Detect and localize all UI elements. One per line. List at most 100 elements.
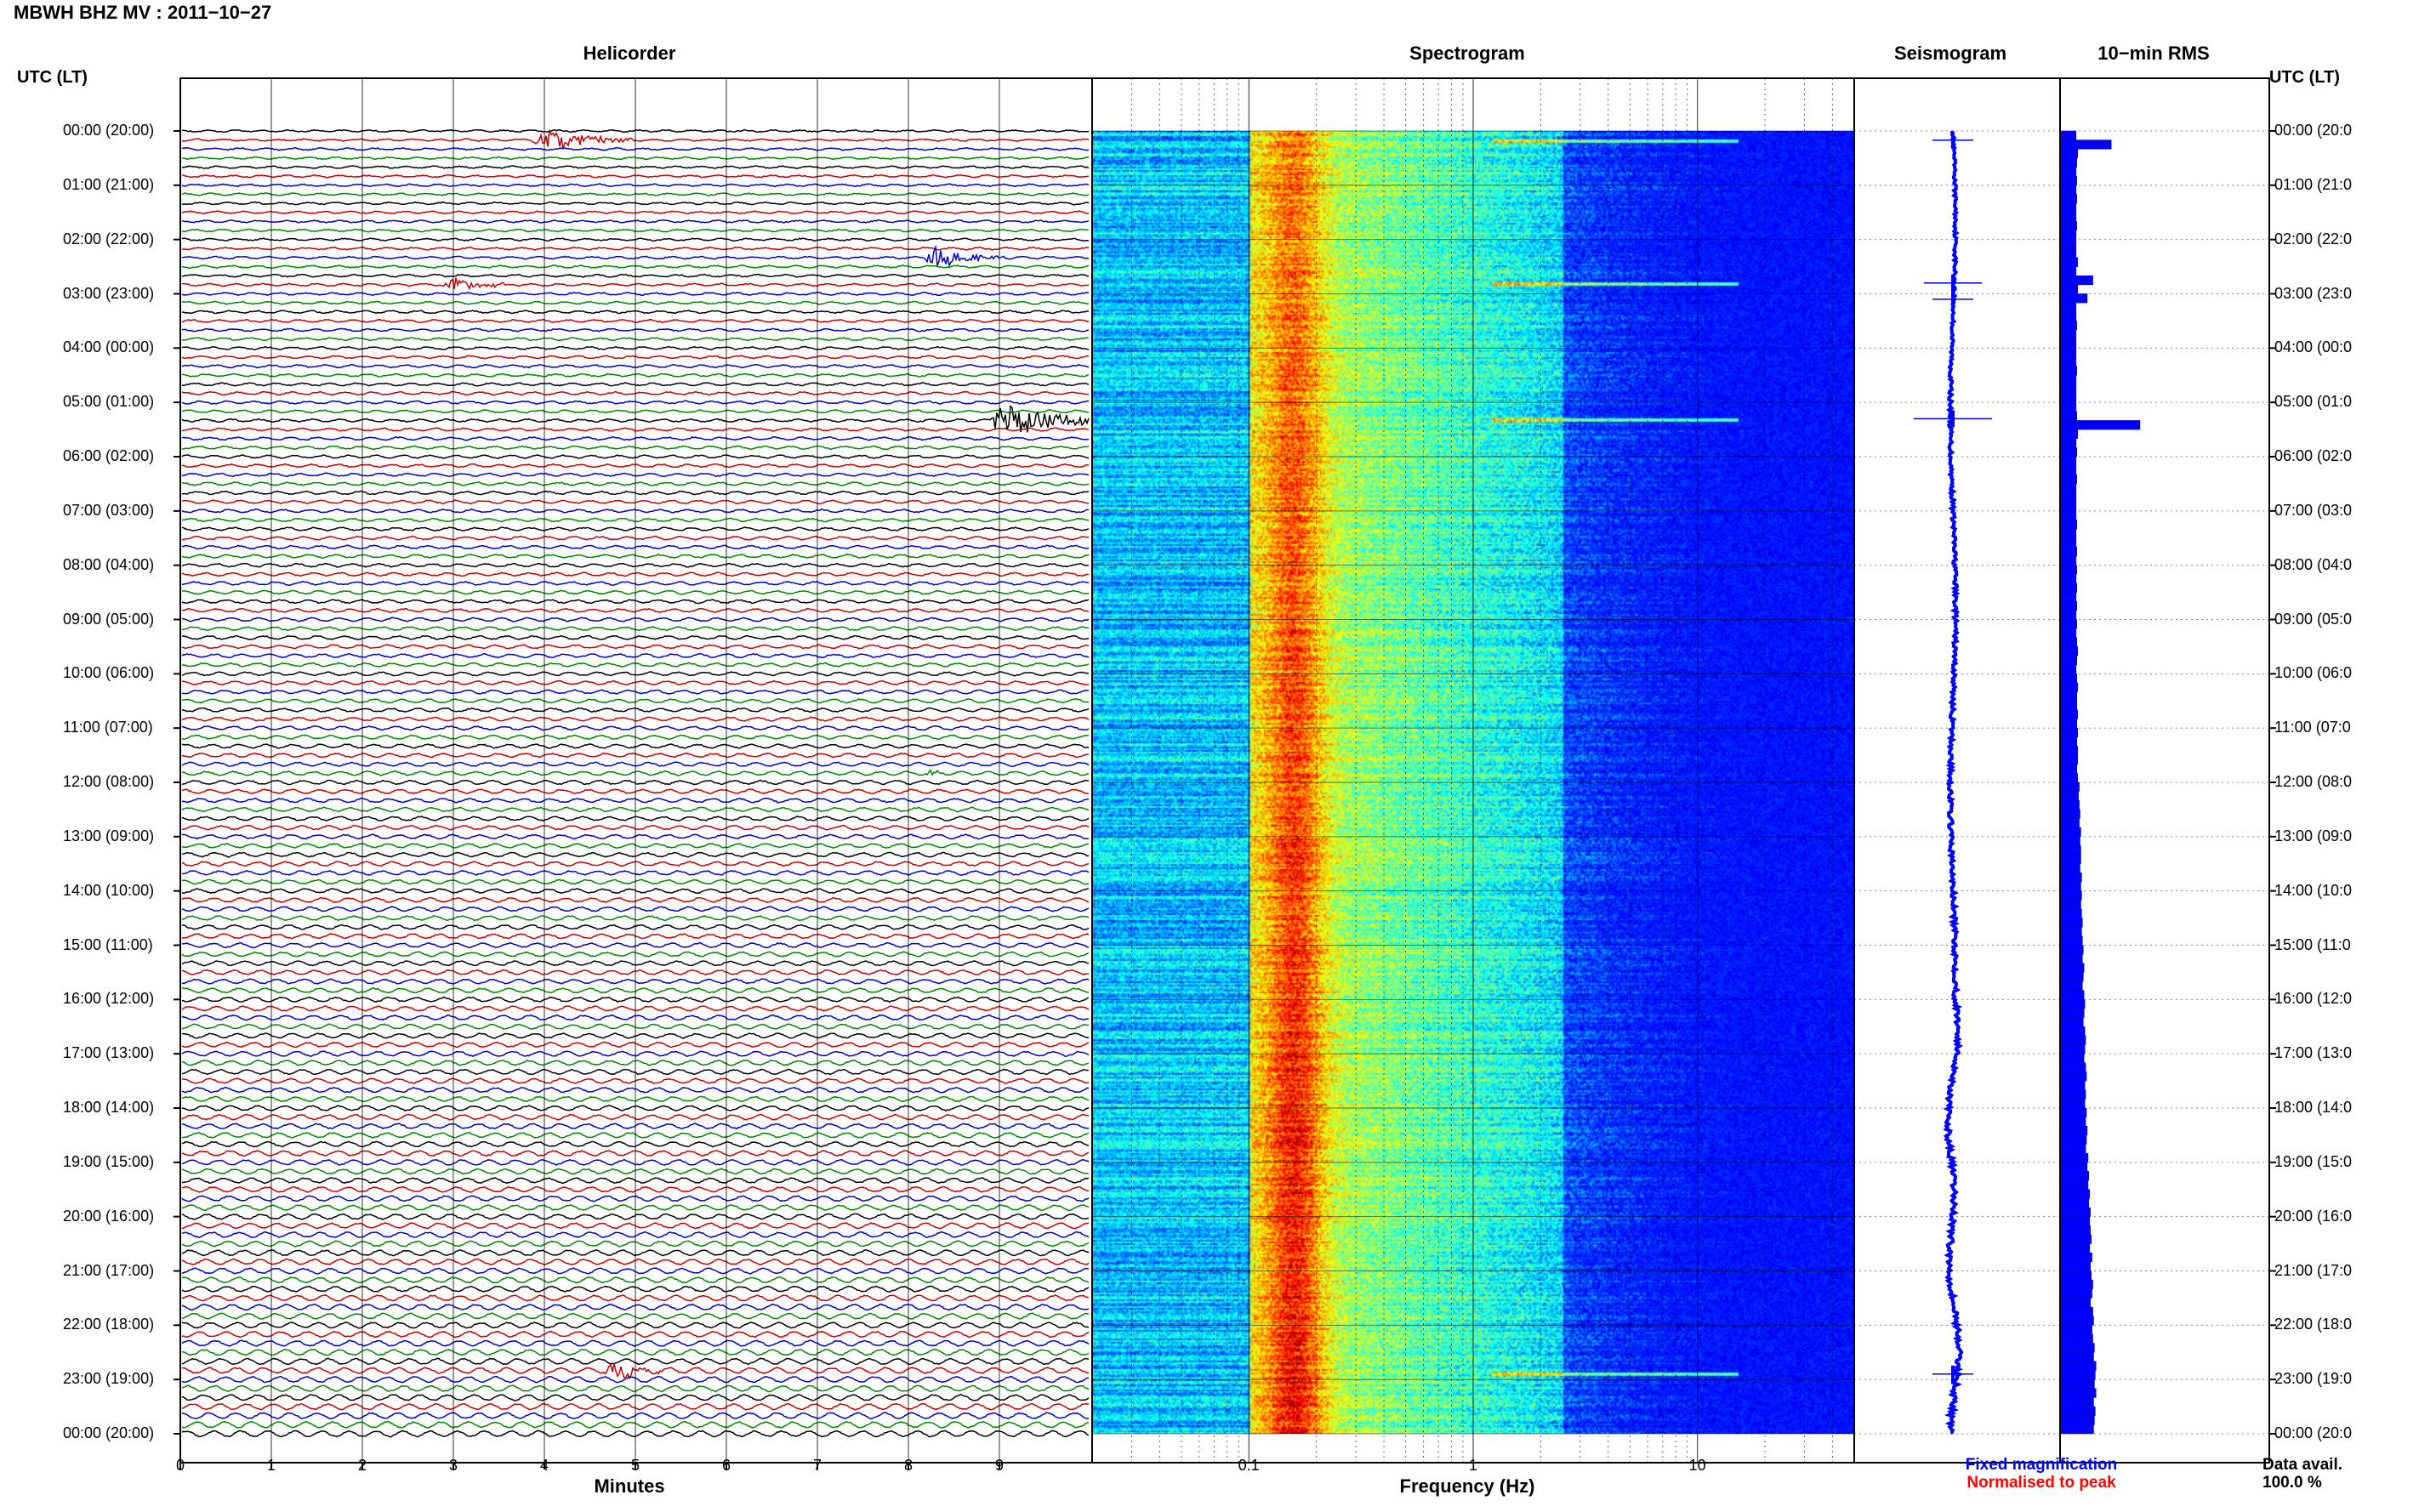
rms-bar bbox=[2059, 1243, 2091, 1253]
rms-bar bbox=[2059, 375, 2077, 385]
rms-bar bbox=[2059, 257, 2078, 267]
rms-title: 10−min RMS bbox=[2097, 43, 2210, 64]
rms-bar bbox=[2059, 311, 2077, 321]
time-label-right: 00:00 (20:0 bbox=[2274, 122, 2353, 139]
rms-bar bbox=[2059, 401, 2077, 412]
time-label-right: 17:00 (13:0 bbox=[2274, 1044, 2353, 1062]
rms-bar bbox=[2059, 1333, 2093, 1344]
rms-bar bbox=[2059, 1270, 2092, 1281]
time-label-right: 11:00 (07:0 bbox=[2274, 719, 2351, 736]
rms-bar bbox=[2059, 682, 2078, 692]
rms-bar bbox=[2059, 918, 2083, 928]
rms-bar bbox=[2059, 818, 2080, 828]
rms-bar bbox=[2059, 1306, 2093, 1316]
rms-bar bbox=[2059, 366, 2077, 376]
seismogram-trace bbox=[1943, 130, 1964, 1435]
utc-label-left: UTC (LT) bbox=[17, 68, 88, 87]
rms-bar bbox=[2059, 1071, 2087, 1082]
time-label-left: 05:00 (01:00) bbox=[63, 393, 155, 411]
time-label-right: 09:00 (05:0 bbox=[2274, 610, 2353, 628]
rms-bar bbox=[2059, 709, 2078, 719]
rms-bar bbox=[2059, 809, 2080, 819]
rms-bar bbox=[2059, 1325, 2092, 1335]
time-label-left: 19:00 (15:00) bbox=[63, 1152, 155, 1170]
time-label-right: 04:00 (00:0 bbox=[2274, 338, 2353, 356]
helicorder-title: Helicorder bbox=[583, 43, 676, 64]
time-label-left: 22:00 (18:00) bbox=[63, 1316, 155, 1333]
rms-bar bbox=[2059, 1026, 2086, 1037]
rms-bar bbox=[2059, 746, 2078, 756]
frequency-tick-label: 0.1 bbox=[1238, 1457, 1260, 1474]
time-label-right: 10:00 (06:0 bbox=[2274, 664, 2353, 682]
rms-bar bbox=[2059, 302, 2077, 313]
seismogram-title: Seismogram bbox=[1893, 43, 2007, 64]
rms-bar bbox=[2059, 1044, 2086, 1054]
rms-bar bbox=[2059, 130, 2077, 140]
rms-bar bbox=[2059, 1415, 2095, 1425]
time-label-left: 02:00 (22:00) bbox=[63, 230, 155, 247]
rms-bar bbox=[2059, 1107, 2087, 1117]
rms-bar bbox=[2059, 139, 2112, 150]
rms-bar bbox=[2059, 185, 2077, 195]
time-label-left: 13:00 (09:00) bbox=[63, 827, 155, 844]
spectrogram-xlabel: Frequency (Hz) bbox=[1399, 1475, 1535, 1497]
rms-bar bbox=[2059, 963, 2085, 973]
rms-bar bbox=[2059, 782, 2080, 792]
rms-bar bbox=[2059, 1261, 2091, 1271]
rms-bar bbox=[2059, 266, 2077, 276]
frequency-tick-label: 1 bbox=[1468, 1457, 1478, 1474]
frequency-tick-label: 10 bbox=[1688, 1457, 1706, 1474]
helicorder-xlabel: Minutes bbox=[594, 1475, 665, 1497]
rms-bar bbox=[2059, 555, 2077, 566]
rms-bar bbox=[2059, 754, 2078, 765]
time-label-right: 15:00 (11:0 bbox=[2274, 935, 2351, 953]
rms-bar bbox=[2059, 547, 2077, 557]
time-label-left: 07:00 (03:00) bbox=[63, 501, 155, 519]
minute-tick-label: 5 bbox=[630, 1457, 640, 1474]
time-label-left: 16:00 (12:00) bbox=[63, 990, 155, 1008]
rms-bar bbox=[2059, 321, 2077, 331]
rms-bar bbox=[2059, 1152, 2089, 1163]
rms-bar bbox=[2059, 646, 2078, 657]
rms-bar bbox=[2059, 727, 2078, 738]
time-label-left: 08:00 (04:00) bbox=[63, 555, 155, 573]
rms-bar bbox=[2059, 447, 2077, 458]
rms-bar bbox=[2059, 348, 2077, 358]
rms-bar bbox=[2059, 1424, 2094, 1435]
rms-bar bbox=[2059, 1234, 2092, 1244]
rms-bar bbox=[2059, 411, 2077, 421]
time-label-left: 01:00 (21:00) bbox=[63, 175, 155, 193]
rms-bar bbox=[2059, 1080, 2086, 1090]
rms-bar bbox=[2059, 628, 2077, 639]
rms-bar bbox=[2059, 1008, 2085, 1018]
rms-bar bbox=[2059, 926, 2082, 937]
rms-bar bbox=[2059, 475, 2077, 485]
rms-bar bbox=[2059, 764, 2077, 774]
time-label-left: 03:00 (23:00) bbox=[63, 284, 155, 302]
rms-bar bbox=[2059, 356, 2077, 367]
minute-tick-label: 1 bbox=[266, 1457, 276, 1474]
rms-bar bbox=[2059, 1316, 2094, 1326]
time-label-left: 06:00 (02:00) bbox=[63, 447, 155, 464]
time-label-right: 07:00 (03:0 bbox=[2274, 501, 2353, 519]
rms-bar bbox=[2059, 456, 2077, 466]
rms-bar bbox=[2059, 1144, 2086, 1154]
rms-bar bbox=[2059, 800, 2080, 810]
time-label-right: 14:00 (10:0 bbox=[2274, 881, 2353, 899]
rms-bar bbox=[2059, 674, 2077, 684]
spectrogram-title: Spectrogram bbox=[1409, 43, 1525, 64]
time-label-left: 09:00 (05:00) bbox=[63, 610, 155, 628]
rms-bar bbox=[2059, 1162, 2088, 1172]
rms-bar bbox=[2059, 691, 2077, 702]
rms-bar bbox=[2059, 230, 2077, 240]
rms-bar bbox=[2059, 736, 2077, 747]
minute-tick-label: 2 bbox=[357, 1457, 367, 1474]
rms-bar bbox=[2059, 1397, 2094, 1407]
rms-bar bbox=[2059, 393, 2077, 403]
rms-bar bbox=[2059, 1288, 2092, 1299]
time-label-left: 23:00 (19:00) bbox=[63, 1370, 155, 1388]
rms-bar bbox=[2059, 890, 2082, 901]
time-label-left: 00:00 (20:00) bbox=[63, 122, 155, 139]
